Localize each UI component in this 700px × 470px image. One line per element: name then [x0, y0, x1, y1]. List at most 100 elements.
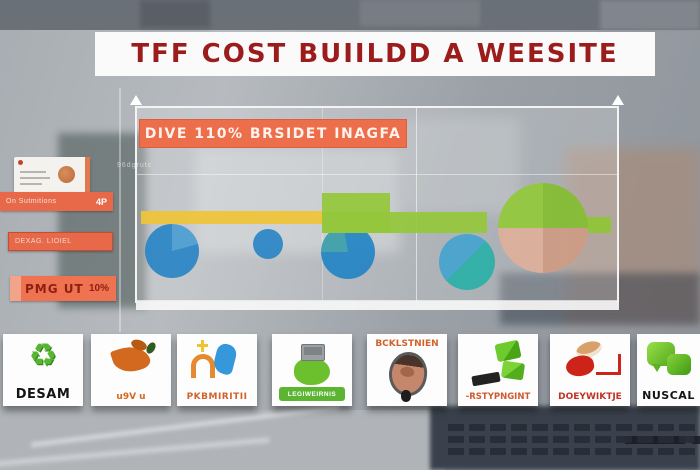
keyboard-key [616, 436, 632, 443]
chart-title-banner: DIVE 110% BRSIDET INAGFA [139, 119, 407, 148]
bubble-4 [439, 234, 495, 290]
photo-laptop-edge [500, 273, 700, 325]
keyboard-key [679, 436, 695, 443]
sidebar-strip-3[interactable]: PMG UT 10% [10, 276, 116, 301]
keyboard-key [469, 424, 485, 431]
card-label: PKBMIRITII [186, 392, 248, 402]
ink-blob-icon [401, 390, 411, 402]
gridline-horizontal [137, 174, 618, 175]
arch-boot-icon [191, 354, 215, 378]
bar-yellow [141, 211, 322, 224]
keyboard-key [532, 424, 548, 431]
keyboard-key [616, 448, 632, 455]
chat-bubbles-icon [667, 354, 691, 375]
laptop-icon [301, 344, 325, 361]
card-label: LEGIWEIRNIS [287, 390, 337, 398]
photo-blob [600, 0, 700, 30]
axis-note: 96dgrutc [117, 162, 153, 169]
text-line [20, 183, 42, 185]
text-line [20, 177, 50, 179]
keyboard-key [553, 436, 569, 443]
card-label: DOEYWIKTJE [558, 392, 622, 402]
strip-label: PMG UT [25, 281, 84, 296]
keyboard-key [553, 448, 569, 455]
gridline-vertical [416, 108, 417, 301]
card-arch[interactable]: PKBMIRITII [177, 334, 257, 406]
card-chat[interactable]: NUSCAL [637, 334, 700, 406]
card-label: u9V u [116, 392, 146, 402]
card-label: NUSCAL [642, 389, 695, 402]
bar-green-main [322, 212, 487, 233]
keyboard-key [490, 436, 506, 443]
card-bird[interactable]: u9V u [91, 334, 171, 406]
keyboard-key [490, 424, 506, 431]
black-bar-icon [471, 371, 501, 387]
blue-boot-icon [211, 342, 239, 376]
leaf-icon [145, 340, 157, 356]
keyboard-key [637, 436, 653, 443]
red-dot-icon [18, 160, 23, 165]
sidebar-strip-2[interactable]: DEXAG. LIOIEL [8, 232, 113, 251]
photo-blob [140, 0, 210, 28]
keyboard-key [637, 424, 653, 431]
strip-badge: 4P [95, 196, 107, 207]
red-corner-line [596, 354, 621, 375]
keyboard-key [532, 448, 548, 455]
laptop-blob-icon [294, 358, 330, 385]
page-title: TFF COST BUIILDD A WEESITE [131, 39, 619, 69]
card-edge-accent [85, 157, 90, 197]
keyboard-key [616, 424, 632, 431]
photo-top-strip [0, 0, 700, 30]
card-portrait[interactable]: BCKLSTNIEN [367, 334, 447, 406]
bubble-5 [498, 183, 588, 273]
card-laptop[interactable]: LEGIWEIRNIS [272, 334, 352, 406]
photo-edge-line [119, 88, 121, 332]
keyboard-key [532, 436, 548, 443]
chart-baseline-band [136, 301, 619, 310]
keyboard-key [637, 448, 653, 455]
keyboard-key [658, 448, 674, 455]
keyboard-key [658, 436, 674, 443]
photo-dark-text [625, 436, 685, 444]
photo-dark-text [692, 436, 700, 444]
card-heart[interactable]: DOEYWIKTJE [550, 334, 630, 406]
bubble-3 [321, 225, 375, 279]
card-label: BCKLSTNIEN [375, 339, 439, 349]
sidebar-strip-1[interactable]: On Sutmitions 4P [0, 192, 113, 211]
keyboard-key [469, 436, 485, 443]
card-label: DESAM [15, 387, 71, 402]
keyboard-key [595, 436, 611, 443]
bar-green-right [587, 217, 611, 233]
keyboard-key [574, 436, 590, 443]
keyboard-key [595, 448, 611, 455]
strip-tab [10, 276, 21, 301]
card-desam[interactable]: ♻ DESAM [3, 334, 83, 406]
mini-browser-card[interactable] [14, 157, 90, 197]
cross-icon [197, 344, 208, 347]
recycle-icon: ♻ [28, 337, 58, 373]
photo-blob [360, 0, 480, 26]
keyboard-key [679, 448, 695, 455]
keyboard-key [448, 448, 464, 455]
keyboard-key [679, 424, 695, 431]
keyboard-key [448, 436, 464, 443]
keyboard-key [511, 424, 527, 431]
title-banner: TFF COST BUIILDD A WEESITE [95, 32, 655, 76]
card-label: -RSTYPNGINT [465, 392, 531, 402]
keyboard-key [595, 424, 611, 431]
heart-swirl-icon [564, 353, 596, 379]
measure-line-top [136, 106, 619, 108]
bubble-1 [145, 224, 199, 278]
strip-label: DEXAG. LIOIEL [15, 238, 72, 245]
keyboard-key [448, 424, 464, 431]
keyboard-key [553, 424, 569, 431]
keyboard-key [574, 448, 590, 455]
arrow-up-icon [130, 95, 142, 105]
axis-right [617, 106, 619, 303]
keyboard-key [490, 448, 506, 455]
card-cubes[interactable]: -RSTYPNGINT [458, 334, 538, 406]
strip-value: 10% [88, 283, 109, 294]
green-cubes-icon [494, 339, 522, 363]
orange-circle-icon [58, 166, 75, 183]
